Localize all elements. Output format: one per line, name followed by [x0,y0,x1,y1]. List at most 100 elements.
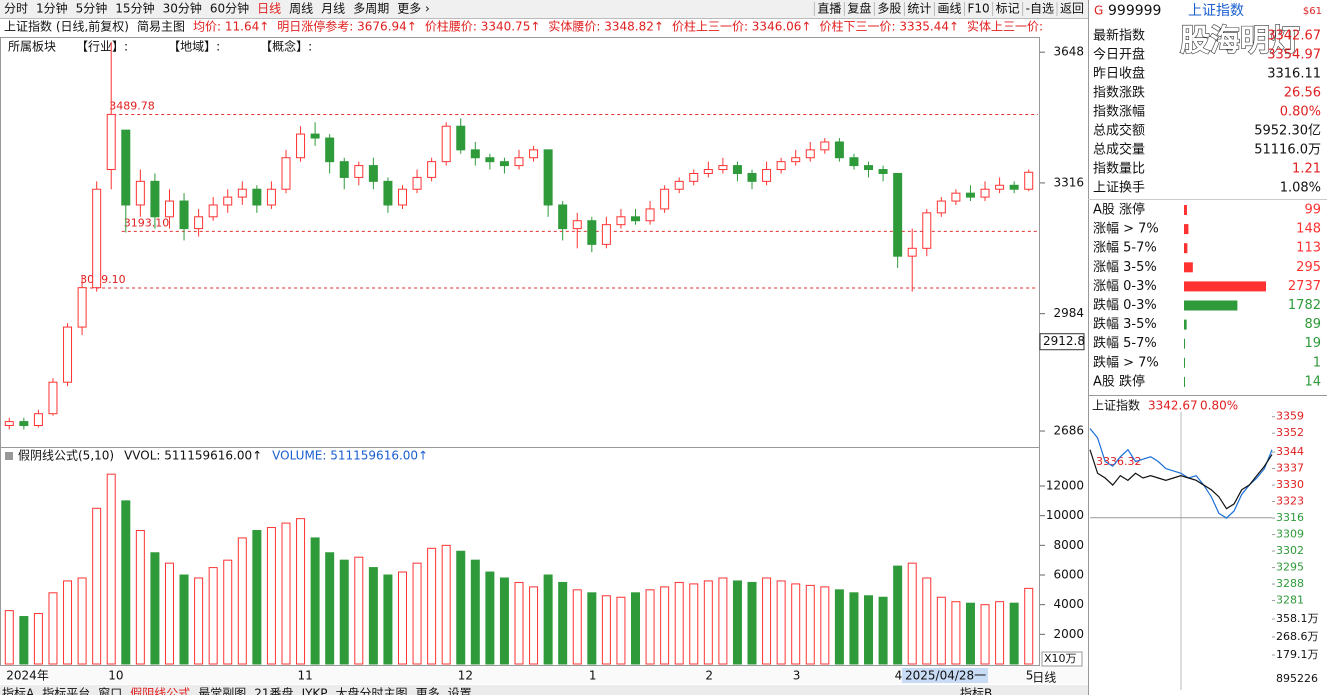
stat-label: 指数量比 [1093,162,1145,177]
bottom-tab[interactable]: 日线 [1032,671,1056,685]
volume-bar [922,577,932,665]
bottom-tab[interactable]: 指标B [960,686,992,695]
volume-bar [747,581,757,665]
volume-bar [762,577,772,665]
tab-button[interactable]: 5分钟 [76,1,108,16]
volume-bar [864,595,874,665]
name: 上证指数 [1188,3,1244,19]
info-item: 实体腰价: 3348.82↑ [548,19,664,34]
volume-bar [33,613,43,665]
tool-button[interactable]: 标记 [996,2,1020,16]
dist-label: 跌幅 > 7% [1093,354,1159,370]
dist-label: A股 跌停 [1093,373,1145,389]
bottom-tab[interactable]: 21番盘 [254,686,293,695]
candle-body [747,172,757,182]
bottom-tab[interactable]: 指标A [2,686,35,695]
volume-bar [893,565,903,665]
candle-body [820,141,830,151]
candle-body [296,133,306,159]
bottom-tab[interactable]: 设置 [448,687,472,695]
tool-button[interactable]: -自选 [1026,2,1054,16]
volume-bar [689,583,699,665]
volume-bar [995,601,1005,665]
candle-body [281,157,291,190]
candle-body [703,169,713,174]
cursor-date: 2025/04/28一 [905,669,986,683]
candle-body [441,125,451,163]
volume-bar [980,604,990,665]
tab-button[interactable]: 15分钟 [115,1,154,16]
bottom-tab[interactable]: 指标平台 [42,686,90,695]
candle-body [179,200,189,230]
info-item: 上证指数 (日线,前复权) [4,19,129,34]
volume-bar [106,473,116,665]
volume-legend: 假阴线公式(5,10) [18,449,114,463]
volume-bar [252,530,262,665]
volume-bar [703,580,713,665]
tab-button[interactable]: 分时 [4,2,28,16]
bottom-tab[interactable]: 更多 [416,687,440,695]
tool-button[interactable]: 画线 [937,2,961,16]
candle-body [587,220,597,245]
cursor-price-box [1039,333,1085,351]
volume-bar [368,567,378,665]
bottom-tab[interactable]: 大盘分时主图 [336,686,408,695]
y-tick-label: 3309 [1276,528,1304,541]
dist-bar [1184,319,1187,330]
candle-body [1009,184,1019,190]
tab-button[interactable]: 月线 [321,2,345,16]
volume-bar [441,544,451,665]
volume-bar [397,571,407,665]
volume-bar [77,577,87,665]
candle-body [514,157,524,167]
candle-body [339,161,349,178]
volume-bar [732,580,742,665]
volume-bar [878,596,888,665]
x-tick-label: 4 [895,669,903,683]
tab-button[interactable]: 周线 [289,2,313,16]
tab-button[interactable]: 多周期 [353,2,389,16]
volume-legend: VVOL: 511159616.00↑ [124,449,262,463]
volume-bar [135,530,145,665]
bottom-tab[interactable]: 假阴线公式 [130,687,190,695]
tool-button[interactable]: 多股 [877,2,901,16]
level-label: 3193.10 [124,216,169,229]
tool-button[interactable]: 返回 [1060,2,1084,16]
volume-bar [718,577,728,665]
candle-body [456,125,466,151]
tab-button[interactable]: 更多 › [397,2,430,16]
candle-body [325,137,335,163]
candle-body [936,200,946,214]
volume-bar [339,559,349,665]
volume-bar [805,584,815,665]
tab-button[interactable]: 60分钟 [210,1,249,16]
tool-button[interactable]: F10 [967,2,989,16]
volume-bar [558,581,568,665]
unit-label: X10万 [1044,652,1077,665]
candle-body [223,196,233,206]
y-tick-label: 6000 [1053,568,1084,582]
candle-body [150,180,160,218]
info-item: 价柱腰价: 3340.75↑ [425,19,541,34]
volume-bar [951,601,961,665]
tab-button[interactable]: 日线 [257,2,281,16]
code: 999999 [1108,3,1161,19]
candle-body [121,129,131,206]
y-tick-label: 3330 [1276,478,1304,491]
tab-button[interactable]: 30分钟 [163,1,202,16]
bottom-tab[interactable]: 窗口 [98,687,122,695]
date-axis-bg [0,666,1088,684]
volume-bar [223,559,233,665]
volume-bar [616,596,626,665]
tool-button[interactable]: 直播 [817,2,841,16]
volume-bar [631,592,641,665]
y-tick-label: 3359 [1276,410,1304,423]
bottom-tab[interactable]: JYKP [301,687,328,695]
tab-button[interactable]: 1分钟 [36,1,68,16]
tool-button[interactable]: 复盘 [847,1,871,16]
candle-body [907,247,917,257]
tool-button[interactable]: 统计 [907,2,931,16]
y-tick-label: 3288 [1276,577,1304,590]
candle-body [4,421,14,427]
bottom-tab[interactable]: 最常副图 [198,687,246,695]
